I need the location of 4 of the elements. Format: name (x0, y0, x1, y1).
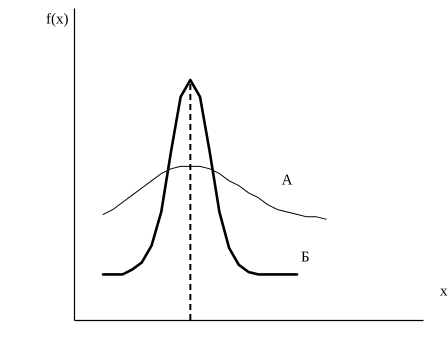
y-axis-title: f(x) (46, 12, 68, 28)
x-axis-title: x (440, 284, 448, 300)
series-label: А (282, 172, 293, 189)
series-label: Б (300, 249, 310, 266)
